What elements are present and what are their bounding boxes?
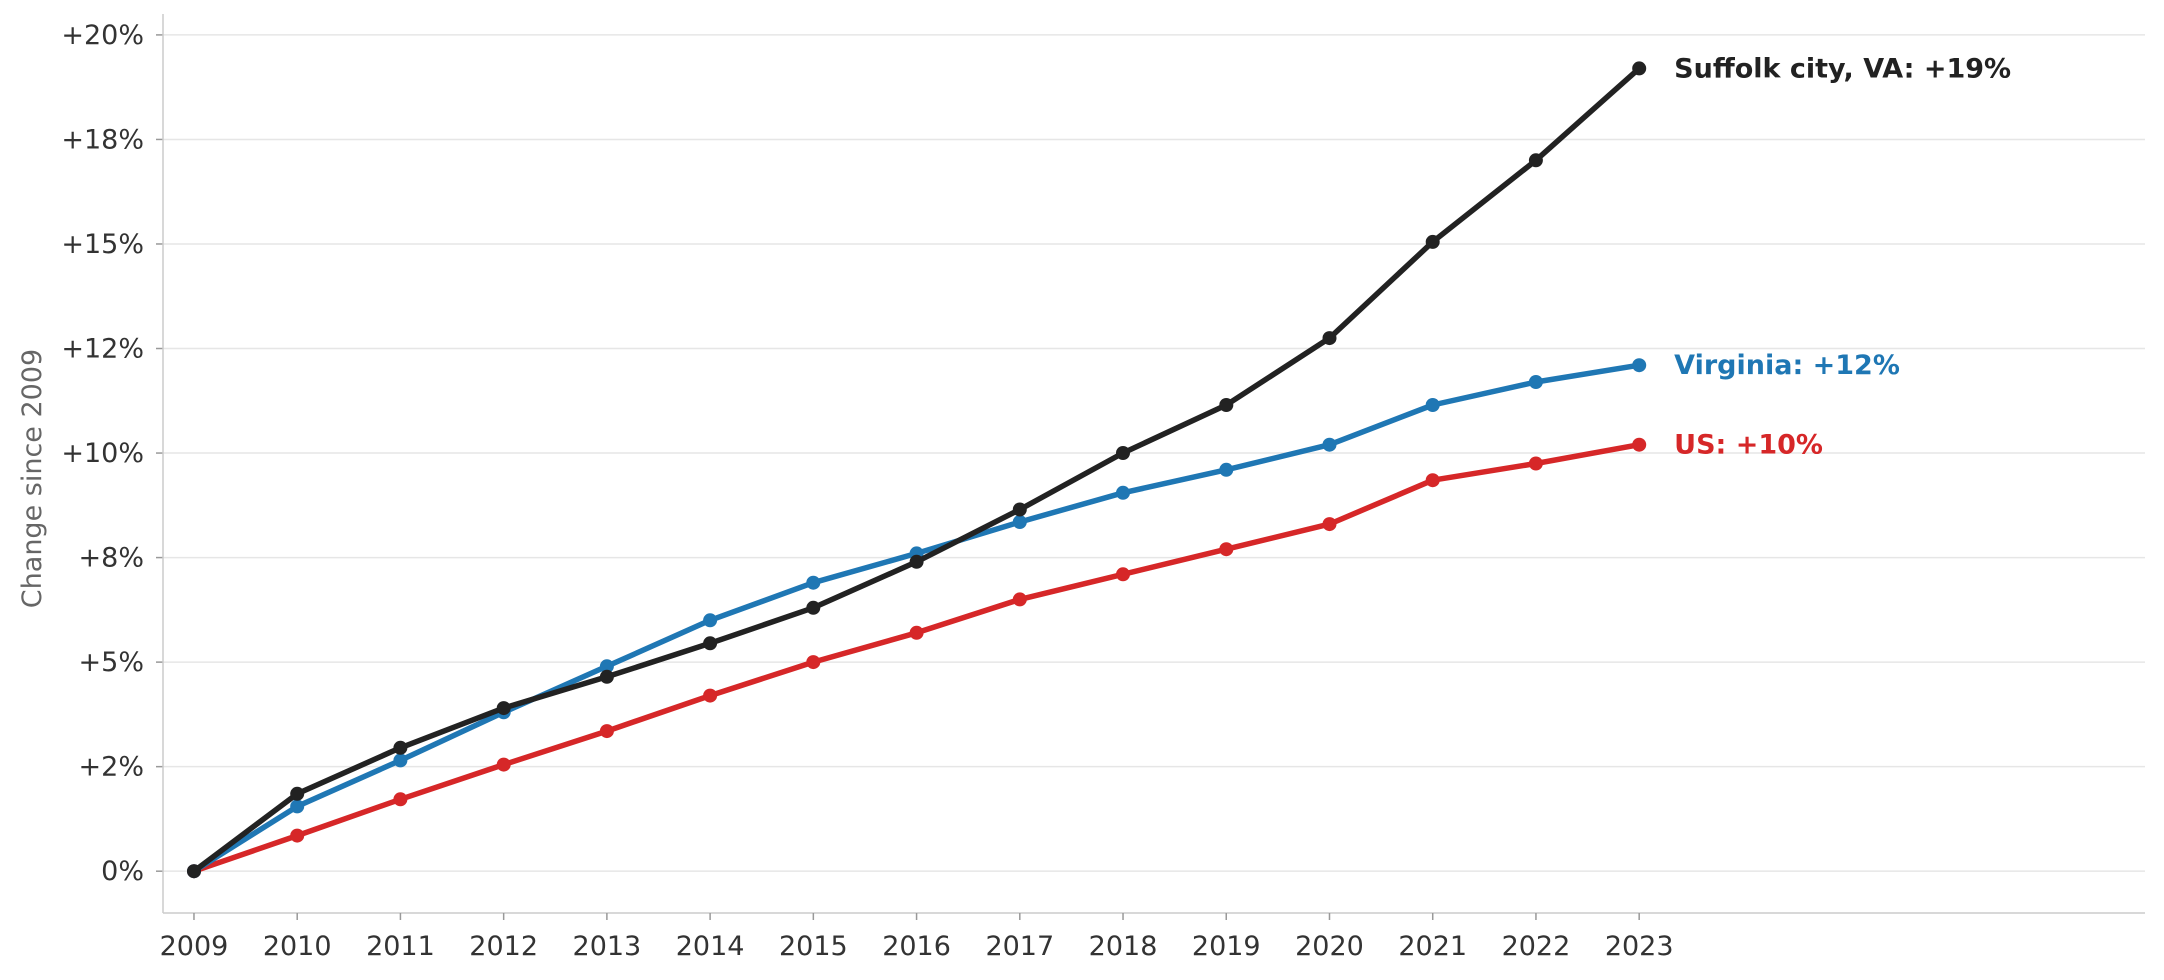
- y-tick-label: 0%: [101, 856, 144, 887]
- x-tick-label: 2019: [1192, 931, 1261, 962]
- y-tick-label: +15%: [61, 229, 144, 260]
- data-point-virginia: [599, 659, 614, 674]
- x-tick-label: 2016: [882, 931, 951, 962]
- data-point-us: [1528, 456, 1543, 471]
- data-point-suffolk: [806, 600, 821, 615]
- end-label-us: US: +10%: [1674, 430, 1823, 461]
- x-tick-label: 2021: [1398, 931, 1467, 962]
- data-point-us: [1322, 517, 1337, 532]
- series-line-suffolk: [191, 65, 1642, 874]
- data-point-us: [909, 625, 924, 640]
- y-tick-label: +12%: [61, 334, 144, 365]
- y-tick-label: +20%: [61, 20, 144, 51]
- data-point-suffolk: [187, 864, 201, 879]
- x-tick-label: 2012: [469, 931, 538, 962]
- data-point-suffolk: [1012, 502, 1027, 517]
- data-point-suffolk: [909, 554, 924, 569]
- data-point-virginia: [1425, 398, 1440, 412]
- x-tick-label: 2015: [779, 931, 848, 962]
- x-tick-label: 2009: [160, 931, 229, 962]
- data-point-virginia: [1528, 375, 1543, 389]
- data-point-virginia: [1116, 485, 1130, 500]
- data-point-virginia: [393, 753, 408, 768]
- data-point-virginia: [703, 613, 718, 628]
- y-tick-label: +5%: [79, 647, 144, 678]
- y-tick-label: +10%: [61, 438, 144, 469]
- x-tick-label: 2014: [676, 931, 745, 962]
- x-tick-label: 2018: [1089, 931, 1158, 962]
- data-point-suffolk: [290, 786, 305, 801]
- x-tick-label: 2022: [1502, 931, 1571, 962]
- x-tick-label: 2023: [1605, 931, 1674, 962]
- gridlines: [163, 34, 2145, 872]
- data-point-suffolk: [1219, 398, 1234, 412]
- data-point-virginia: [1219, 462, 1234, 477]
- data-point-us: [1116, 567, 1130, 582]
- data-point-suffolk: [1116, 446, 1130, 460]
- data-point-us: [393, 792, 408, 807]
- data-point-us: [1219, 542, 1234, 557]
- data-point-us: [1632, 437, 1647, 452]
- y-tick-label: +2%: [79, 752, 144, 783]
- data-point-suffolk: [1528, 153, 1543, 168]
- y-tick-label: +8%: [79, 543, 144, 574]
- end-labels: US: +10% Virginia: +12% Suffolk city, VA: …: [1674, 53, 2011, 460]
- data-point-suffolk: [703, 636, 718, 651]
- data-point-suffolk: [1425, 234, 1440, 249]
- data-point-suffolk: [1632, 61, 1647, 76]
- y-tick-label: +18%: [61, 124, 144, 155]
- data-point-virginia: [1632, 358, 1647, 373]
- data-point-suffolk: [1322, 331, 1337, 346]
- data-point-us: [496, 757, 511, 772]
- series-line-us: [191, 441, 1642, 874]
- y-axis-title: Change since 2009: [17, 349, 48, 608]
- data-point-us: [1012, 592, 1027, 607]
- x-tick-label: 2013: [573, 931, 642, 962]
- data-point-virginia: [1322, 437, 1337, 452]
- data-point-virginia: [290, 799, 305, 814]
- data-point-us: [599, 724, 614, 739]
- data-point-us: [1425, 473, 1440, 488]
- axes: 0% +2% +5% +8% +10% +12% +15% +18% +20% 2009 2010 2…: [61, 14, 2145, 962]
- data-point-us: [703, 688, 718, 703]
- x-tick-label: 2011: [366, 931, 435, 962]
- end-label-suffolk: Suffolk city, VA: +19%: [1674, 53, 2011, 84]
- end-label-virginia: Virginia: +12%: [1674, 350, 1900, 381]
- data-point-us: [806, 655, 821, 670]
- x-tick-label: 2020: [1295, 931, 1364, 962]
- x-tick-label: 2010: [263, 931, 332, 962]
- data-point-virginia: [806, 575, 821, 590]
- data-point-suffolk: [599, 669, 614, 684]
- data-point-suffolk: [496, 701, 511, 716]
- data-point-suffolk: [393, 740, 408, 755]
- x-tick-label: 2017: [985, 931, 1054, 962]
- series-lines: [187, 61, 1647, 879]
- data-point-us: [290, 828, 305, 843]
- data-point-virginia: [1012, 515, 1027, 529]
